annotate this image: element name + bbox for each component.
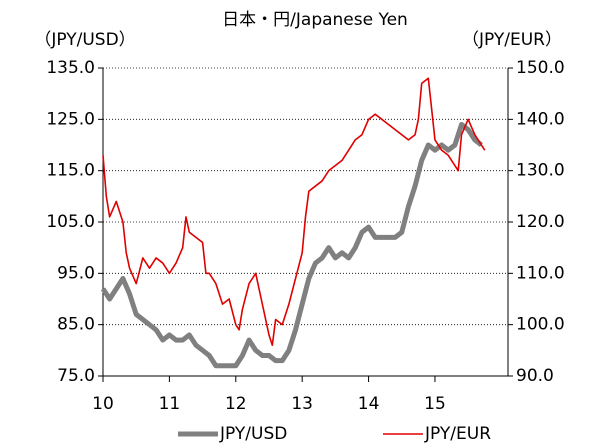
y-tick-label: 95.0 [57,263,95,283]
y-tick-label: 125.0 [46,109,95,129]
y-tick-label: 105.0 [46,212,95,232]
y2-tick-label: 100.0 [516,315,565,335]
x-tick-label: 14 [358,394,380,414]
x-tick-label: 12 [225,394,247,414]
y2-tick-label: 110.0 [516,263,565,283]
y2-tick-label: 140.0 [516,109,565,129]
y-tick-label: 115.0 [46,161,95,181]
y-tick-label: 135.0 [46,58,95,78]
y2-tick-label: 130.0 [516,161,565,181]
x-tick-label: 10 [92,394,114,414]
x-tick-label: 15 [424,394,446,414]
y-tick-label: 75.0 [57,366,95,386]
chart-title: 日本・円/Japanese Yen [222,10,408,30]
y2-axis-label: （JPY/EUR） [462,30,562,50]
line-series [102,77,486,347]
y2-tick-label: 150.0 [516,58,565,78]
line-series [100,121,483,369]
legend-label: JPY/EUR [424,424,491,444]
y2-tick-label: 120.0 [516,212,565,232]
x-tick-label: 11 [159,394,181,414]
y-axis-label: （JPY/USD） [34,30,135,50]
legend-label: JPY/USD [219,424,287,444]
y2-tick-label: 90.0 [516,366,554,386]
y-tick-label: 85.0 [57,315,95,335]
x-tick-label: 13 [291,394,313,414]
